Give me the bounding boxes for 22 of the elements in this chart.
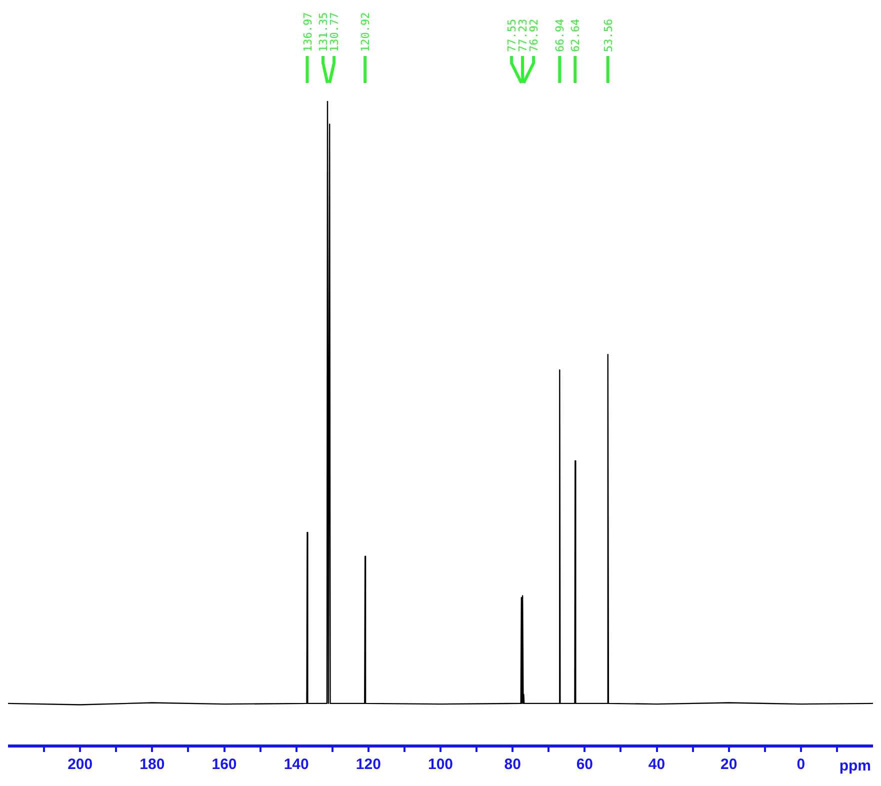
x-tick-label: 0 xyxy=(796,756,806,774)
x-tick-label: 60 xyxy=(576,756,594,774)
x-tick-label: 160 xyxy=(212,756,237,774)
x-tick-label: 140 xyxy=(284,756,309,774)
annotation: 136.97 xyxy=(301,12,314,52)
x-tick-label: 100 xyxy=(428,756,454,774)
annotation: 120.92 xyxy=(359,12,372,52)
x-tick-label: 40 xyxy=(648,756,666,774)
x-tick-label: 200 xyxy=(68,756,93,774)
annotation: 131.35 xyxy=(317,12,330,52)
annotation: 66.94 xyxy=(554,18,567,52)
annotation: 76.92 xyxy=(528,18,541,52)
annotation: 62.64 xyxy=(569,18,582,52)
x-tick-label: 80 xyxy=(504,756,521,774)
annotation: 77.55 xyxy=(506,18,519,52)
x-axis-title: ppm xyxy=(839,758,871,775)
x-tick-label: 180 xyxy=(140,756,165,774)
annotation: 77.23 xyxy=(516,18,530,52)
x-tick-label: 20 xyxy=(720,756,738,774)
annotation: 53.56 xyxy=(602,18,615,52)
x-tick-label: 120 xyxy=(356,756,381,774)
annotation: 130.77 xyxy=(328,12,342,52)
